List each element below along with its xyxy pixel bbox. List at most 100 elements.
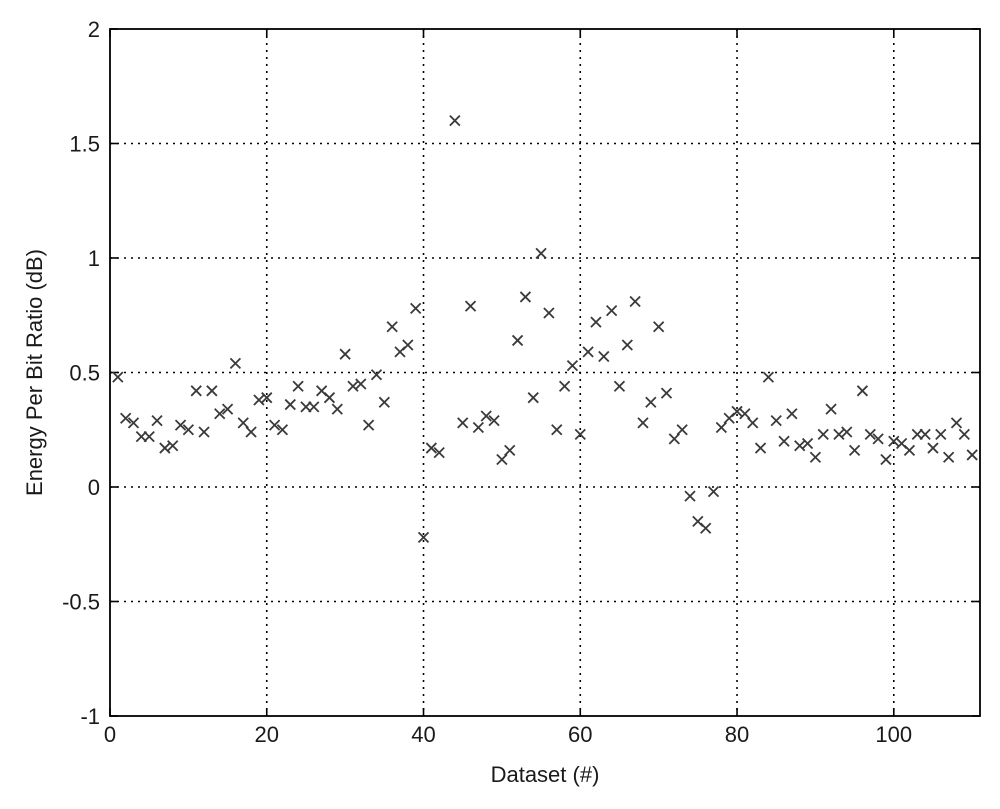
data-point xyxy=(308,401,320,413)
data-point xyxy=(229,357,242,369)
data-point xyxy=(261,392,273,404)
data-point xyxy=(888,435,900,447)
data-point xyxy=(660,387,673,399)
y-tick-label: 0 xyxy=(88,475,100,500)
data-point xyxy=(558,380,571,392)
y-tick-label: 0.5 xyxy=(69,361,100,386)
data-point xyxy=(472,421,485,434)
x-tick-labels: 0 20 40 60 80 100 xyxy=(104,722,912,747)
data-point xyxy=(159,442,171,454)
x-tick-label: 0 xyxy=(104,722,116,747)
data-point xyxy=(950,417,963,429)
y-tick-label: 1.5 xyxy=(69,132,100,157)
data-point xyxy=(770,414,782,427)
data-point xyxy=(903,444,916,456)
data-point xyxy=(684,490,696,502)
data-point xyxy=(731,405,743,418)
data-point xyxy=(151,414,163,427)
data-point xyxy=(284,398,296,411)
data-point xyxy=(276,424,289,436)
data-point xyxy=(237,417,249,429)
data-point xyxy=(527,392,539,404)
data-point xyxy=(668,433,680,445)
data-point xyxy=(966,449,978,461)
data-point xyxy=(182,424,195,436)
data-point xyxy=(120,412,132,424)
data-point xyxy=(786,408,798,420)
data-point xyxy=(167,440,179,452)
data-point xyxy=(778,435,790,447)
data-point xyxy=(143,430,155,443)
data-point xyxy=(880,453,892,466)
x-tick-label: 100 xyxy=(875,722,912,747)
data-point xyxy=(598,350,610,363)
y-axis-label: Energy Per Bit Ratio (dB) xyxy=(22,249,47,496)
data-point xyxy=(872,433,884,445)
data-point xyxy=(762,371,775,383)
data-point xyxy=(449,114,461,127)
data-point xyxy=(496,453,508,466)
data-point xyxy=(653,321,665,333)
y-tick-label: -0.5 xyxy=(62,590,100,615)
data-point xyxy=(488,414,500,427)
data-point xyxy=(112,371,124,383)
data-point xyxy=(645,396,657,408)
data-point xyxy=(700,522,712,534)
data-point xyxy=(378,396,390,408)
data-point xyxy=(794,440,806,452)
data-point xyxy=(543,307,555,319)
data-point xyxy=(127,417,140,429)
data-point xyxy=(425,442,437,454)
y-tick-label: -1 xyxy=(80,704,100,729)
data-point xyxy=(190,385,202,397)
data-point xyxy=(402,339,414,351)
data-points xyxy=(112,114,978,544)
data-point xyxy=(841,426,853,438)
data-point xyxy=(519,291,532,303)
data-point xyxy=(605,305,618,317)
data-point xyxy=(331,403,343,415)
data-point xyxy=(825,403,837,415)
data-point xyxy=(566,359,579,372)
data-point xyxy=(245,426,257,438)
data-point xyxy=(809,451,822,463)
data-point xyxy=(574,428,586,440)
y-tick-labels: -1 -0.5 0 0.5 1 1.5 2 xyxy=(62,17,100,729)
data-point xyxy=(582,346,594,358)
data-point xyxy=(511,334,524,347)
data-point xyxy=(174,419,187,431)
data-point xyxy=(480,410,492,422)
data-point xyxy=(339,348,351,360)
data-point xyxy=(292,380,304,392)
data-point xyxy=(551,424,563,436)
data-point xyxy=(268,419,281,431)
data-point xyxy=(417,531,430,544)
data-point xyxy=(504,444,516,456)
data-point xyxy=(856,385,869,397)
x-tick-label: 40 xyxy=(411,722,435,747)
data-point xyxy=(707,485,720,498)
data-point xyxy=(206,385,218,397)
data-point xyxy=(817,428,829,440)
data-point xyxy=(464,300,477,312)
data-point xyxy=(943,451,955,463)
data-point xyxy=(958,428,970,440)
data-point xyxy=(935,428,947,440)
data-point xyxy=(613,380,626,392)
data-point xyxy=(253,394,265,406)
data-point xyxy=(535,247,547,260)
y-tick-label: 1 xyxy=(88,246,100,271)
data-point xyxy=(323,392,336,404)
data-point xyxy=(927,442,939,454)
y-tick-label: 2 xyxy=(88,17,100,42)
data-point xyxy=(433,447,445,459)
data-point xyxy=(590,316,602,328)
data-point xyxy=(355,378,367,390)
data-point xyxy=(715,421,727,434)
data-point xyxy=(457,417,469,429)
data-point xyxy=(347,380,359,392)
data-point xyxy=(754,442,767,454)
data-point xyxy=(637,417,649,429)
data-point xyxy=(221,403,234,415)
